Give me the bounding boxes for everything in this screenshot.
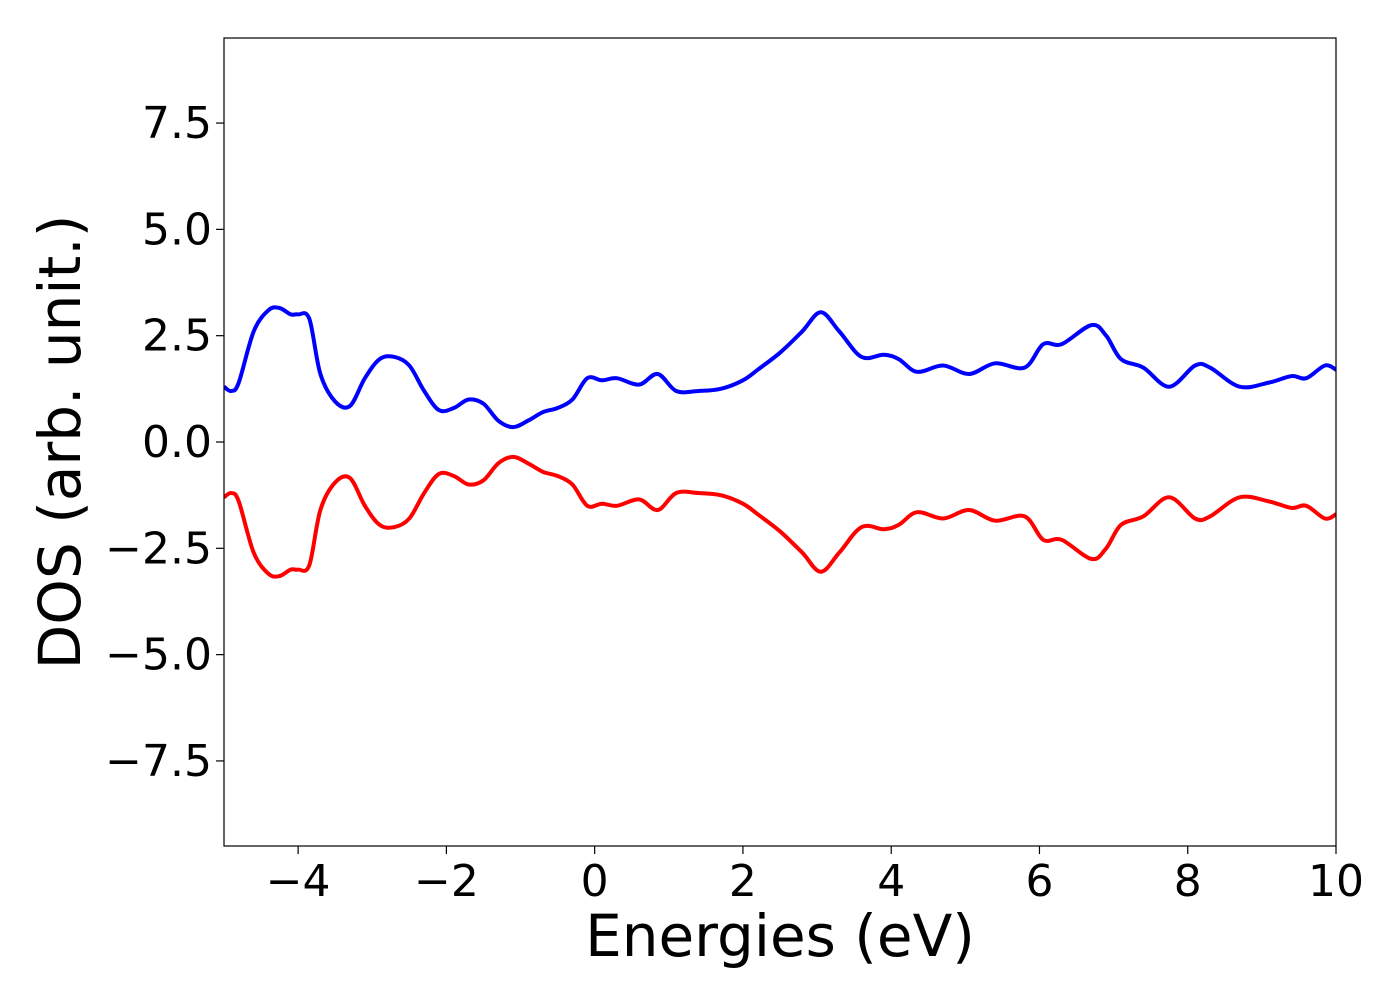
series-line-1	[224, 305, 1336, 430]
x-tick-label: 0	[581, 856, 609, 907]
x-tick-label: 2	[729, 856, 757, 907]
x-tick-label: 8	[1174, 856, 1202, 907]
y-tick-label: 0.0	[142, 417, 212, 468]
y-axis-label: DOS (arb. unit.)	[26, 215, 94, 670]
series-layer	[224, 305, 1336, 579]
plot-area: −4 −2 0 2 4 6 8 10 −7.5 −5.0 −2.5 0.0 2.5 5.0 7.5	[105, 37, 1364, 907]
y-tick-label: 2.5	[142, 311, 212, 362]
y-axis-ticks: −7.5 −5.0 −2.5 0.0 2.5 5.0 7.5	[105, 98, 224, 787]
y-tick-label: −5.0	[105, 630, 212, 681]
plot-frame	[223, 37, 1337, 847]
y-tick-label: 7.5	[142, 98, 212, 149]
x-tick-label: 10	[1308, 856, 1364, 907]
y-tick-label: −7.5	[105, 736, 212, 787]
y-tick-label: 5.0	[142, 204, 212, 255]
x-tick-label: 4	[877, 856, 905, 907]
x-tick-label: −4	[266, 856, 331, 907]
y-tick-label: −2.5	[105, 523, 212, 574]
x-tick-label: −2	[414, 856, 479, 907]
x-tick-label: 6	[1025, 856, 1053, 907]
x-axis-label: Energies (eV)	[585, 902, 975, 970]
x-axis-ticks: −4 −2 0 2 4 6 8 10	[266, 846, 1364, 907]
series-line-2	[224, 454, 1336, 579]
